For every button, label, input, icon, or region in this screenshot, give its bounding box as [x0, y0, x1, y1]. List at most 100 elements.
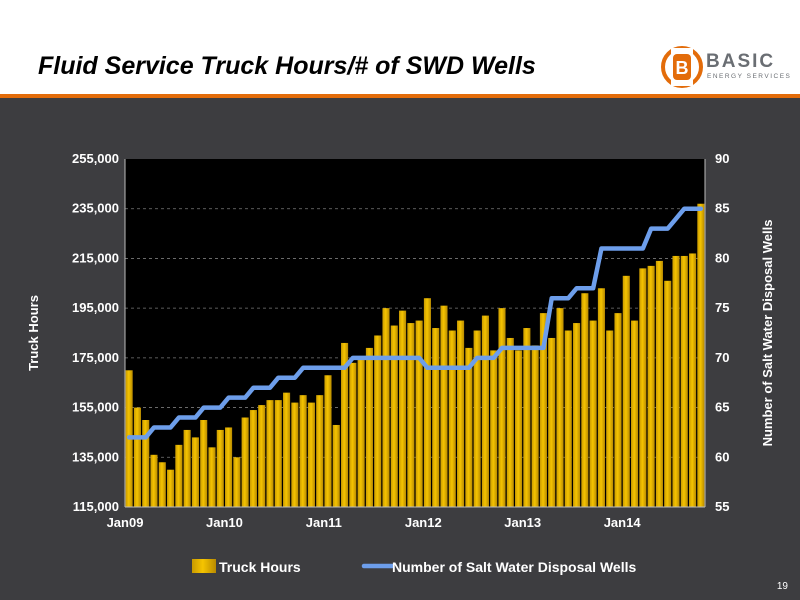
y2-tick-label: 75: [715, 300, 729, 315]
bar-truck-hours: [208, 447, 216, 507]
b-badge-icon: B: [661, 46, 703, 88]
x-tick-label: Jan11: [306, 515, 342, 530]
bar-truck-hours: [606, 330, 614, 507]
bar-truck-hours: [324, 375, 332, 507]
bar-truck-hours: [365, 347, 373, 507]
bar-truck-hours: [622, 275, 630, 507]
y-tick-label: 135,000: [72, 449, 119, 464]
chart-panel: 115,000 135,000 155,000 175,000 195,000 215,0…: [0, 98, 800, 600]
legend-swatch-truck-hours: [192, 559, 216, 573]
bar-truck-hours: [390, 325, 398, 507]
bar-truck-hours: [597, 288, 605, 507]
bar-truck-hours: [473, 330, 481, 507]
y-tick-label: 175,000: [72, 350, 119, 365]
bar-truck-hours: [539, 313, 547, 507]
bar-truck-hours: [274, 400, 282, 507]
logo-tagline: ENERGY SERVICES: [707, 73, 792, 80]
bar-truck-hours: [655, 260, 663, 507]
y-tick-label: 215,000: [72, 250, 119, 265]
bar-truck-hours: [349, 362, 357, 507]
bar-truck-hours: [249, 410, 257, 507]
y-tick-label: 155,000: [72, 400, 119, 415]
bar-truck-hours: [531, 345, 539, 507]
bar-truck-hours: [233, 457, 241, 507]
y2-tick-label: 65: [715, 400, 729, 415]
bar-truck-hours: [382, 308, 390, 507]
combo-chart: 115,000 135,000 155,000 175,000 195,000 215,0…: [26, 151, 775, 575]
line-swd-wells: [126, 206, 704, 440]
bar-truck-hours: [647, 265, 655, 507]
page-number: 19: [776, 581, 788, 592]
bar-truck-hours: [415, 320, 423, 507]
legend-label-swd-wells: Number of Salt Water Disposal Wells: [392, 559, 636, 575]
bar-truck-hours: [357, 357, 365, 507]
header-divider: [0, 94, 800, 98]
bar-truck-hours: [183, 429, 191, 507]
bar-truck-hours: [515, 350, 523, 507]
bar-truck-hours: [200, 420, 208, 507]
y2-tick-label: 80: [715, 250, 729, 265]
bar-truck-hours: [216, 429, 224, 507]
y-tick-label: 255,000: [72, 151, 119, 166]
bar-truck-hours: [191, 437, 199, 507]
bar-truck-hours: [664, 280, 672, 507]
bar-truck-hours: [465, 347, 473, 507]
bar-truck-hours: [481, 315, 489, 507]
bar-truck-hours: [498, 308, 506, 507]
x-tick-label: Jan10: [206, 515, 243, 530]
bar-truck-hours: [167, 469, 175, 507]
bar-truck-hours: [291, 402, 299, 507]
logo-wordmark: BASIC: [706, 51, 776, 72]
bar-truck-hours: [589, 320, 597, 507]
bar-truck-hours: [332, 424, 340, 507]
bar-truck-hours: [564, 330, 572, 507]
bar-truck-hours: [556, 308, 564, 507]
bar-truck-hours: [407, 323, 415, 507]
bar-truck-hours: [307, 402, 315, 507]
slide-title: Fluid Service Truck Hours/# of SWD Wells: [38, 52, 536, 80]
bar-truck-hours: [581, 293, 589, 507]
bar-truck-hours: [341, 342, 349, 507]
bar-truck-hours: [399, 310, 407, 507]
x-tick-label: Jan13: [504, 515, 541, 530]
bar-truck-hours: [142, 420, 150, 507]
bar-truck-hours: [457, 320, 465, 507]
bar-truck-hours: [158, 462, 166, 507]
bar-truck-hours: [440, 305, 448, 507]
y2-tick-label: 55: [715, 499, 729, 514]
bar-truck-hours: [697, 203, 705, 507]
bar-truck-hours: [631, 320, 639, 507]
bar-truck-hours: [573, 323, 581, 507]
bar-truck-hours: [432, 328, 440, 507]
y2-tick-label: 60: [715, 449, 729, 464]
bar-truck-hours: [506, 337, 514, 507]
bar-truck-hours: [490, 350, 498, 507]
bar-truck-hours: [423, 298, 431, 507]
x-tick-label: Jan09: [107, 515, 144, 530]
x-tick-label: Jan14: [604, 515, 642, 530]
bar-truck-hours: [523, 328, 531, 507]
bar-truck-hours: [225, 427, 233, 507]
bar-truck-hours: [680, 255, 688, 507]
bar-truck-hours: [672, 255, 680, 507]
bar-truck-hours: [689, 253, 697, 507]
y2-axis-title: Number of Salt Water Disposal Wells: [760, 220, 775, 447]
y2-tick-label: 85: [715, 201, 729, 216]
bar-truck-hours: [283, 392, 291, 507]
bar-truck-hours: [258, 405, 266, 507]
bar-truck-hours: [448, 330, 456, 507]
bar-truck-hours: [150, 454, 158, 507]
bar-truck-hours: [614, 313, 622, 507]
y-axis-title: Truck Hours: [26, 295, 41, 371]
bar-truck-hours: [639, 268, 647, 507]
bar-truck-hours: [374, 335, 382, 507]
y-tick-label: 115,000: [73, 499, 119, 514]
bar-truck-hours: [133, 407, 141, 507]
y-tick-label: 235,000: [72, 201, 119, 216]
y-tick-label: 195,000: [72, 300, 119, 315]
y2-tick-label: 70: [715, 350, 729, 365]
bar-truck-hours: [299, 395, 307, 507]
legend-label-truck-hours: Truck Hours: [219, 559, 301, 575]
bar-truck-hours: [548, 337, 556, 507]
bar-truck-hours: [266, 400, 274, 507]
